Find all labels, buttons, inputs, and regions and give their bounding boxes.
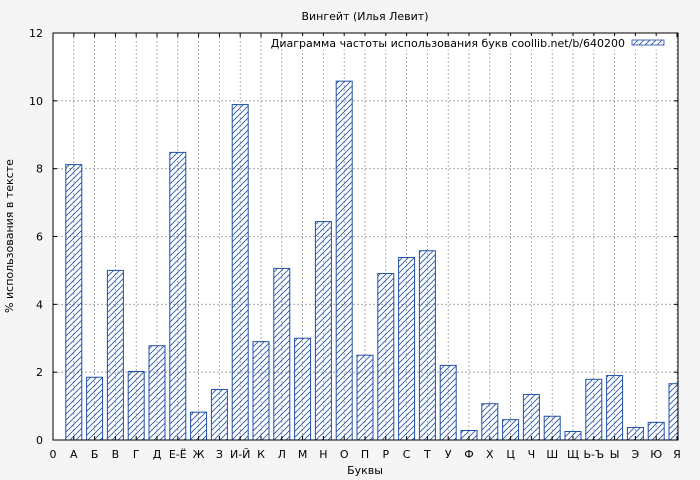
x-tick-label: Л <box>278 448 286 461</box>
x-tick-label: Ы <box>610 448 620 461</box>
y-tick-label: 8 <box>36 163 43 176</box>
x-tick-label: Ш <box>546 448 558 461</box>
bar <box>86 376 104 441</box>
bar <box>169 151 187 441</box>
x-tick-label: Е-Ё <box>169 448 187 461</box>
x-tick-label: И-Й <box>230 448 250 461</box>
y-tick-label: 12 <box>29 27 43 40</box>
y-tick-label: 2 <box>36 366 43 379</box>
x-tick-label: Н <box>319 448 327 461</box>
bar <box>668 383 679 441</box>
x-tick-label: Ю <box>650 448 662 461</box>
bar <box>294 337 312 441</box>
bar <box>65 164 83 441</box>
x-tick-label: Ц <box>506 448 515 461</box>
x-tick-label: Ф <box>464 448 473 461</box>
y-tick-label: 0 <box>36 434 43 447</box>
x-tick-label: Ь-Ъ <box>583 448 604 461</box>
bar <box>106 269 124 441</box>
bar <box>418 250 436 441</box>
x-tick-label: Г <box>133 448 140 461</box>
chart-title: Вингейт (Илья Левит) <box>301 10 428 23</box>
x-tick-label: Х <box>486 448 494 461</box>
x-tick-label: В <box>112 448 120 461</box>
legend-background <box>284 36 674 50</box>
x-tick-label: Д <box>153 448 162 461</box>
bar <box>127 370 145 441</box>
x-tick-label: Р <box>382 448 389 461</box>
x-tick-label: Я <box>673 448 681 461</box>
x-tick-label: Ч <box>528 448 536 461</box>
x-tick-label: Т <box>423 448 431 461</box>
bar <box>190 411 208 441</box>
y-tick-label: 4 <box>36 298 43 311</box>
bar <box>606 375 624 441</box>
x-tick-label: А <box>70 448 78 461</box>
y-tick-label: 10 <box>29 95 43 108</box>
legend-label: Диаграмма частоты использования букв coo… <box>271 37 625 50</box>
x-tick-label: М <box>298 448 308 461</box>
x-tick-label: О <box>340 448 349 461</box>
x-tick-label: Б <box>91 448 99 461</box>
bar <box>273 267 291 441</box>
y-axis-title: % использования в тексте <box>3 159 16 313</box>
x-tick-label: К <box>257 448 265 461</box>
bar <box>585 378 603 441</box>
x-tick-label: З <box>216 448 223 461</box>
bar <box>148 345 166 441</box>
legend: Диаграмма частоты использования букв coo… <box>271 36 674 50</box>
bar <box>356 354 374 441</box>
bar <box>439 364 457 441</box>
y-tick-label: 6 <box>36 231 43 244</box>
x-tick-label: Щ <box>567 448 579 461</box>
y-axis-ticks: 0 2 4 6 8 10 12 <box>29 27 678 447</box>
x-tick-label: П <box>361 448 369 461</box>
x-tick-label: Ж <box>193 448 205 461</box>
bar <box>335 80 353 441</box>
bar <box>314 221 332 441</box>
bar <box>252 341 270 441</box>
x-tick-label-start: 0 <box>50 448 57 461</box>
x-tick-label: С <box>403 448 411 461</box>
bar <box>522 394 540 441</box>
bar <box>398 257 416 441</box>
bar <box>377 272 395 441</box>
x-tick-label: У <box>445 448 452 461</box>
x-tick-label: Э <box>632 448 640 461</box>
legend-swatch <box>631 39 665 46</box>
bar <box>231 104 249 441</box>
x-axis-title: Буквы <box>347 464 383 477</box>
bar <box>481 403 499 441</box>
bar <box>210 388 228 441</box>
x-axis-ticks: 0 А Б В Г Д Е-Ё Ж З И-Й К Л М Н О П Р С Т У Ф Х Ц Ч Ш Щ Ь-Ъ Ы Э Ю Я <box>50 33 681 461</box>
